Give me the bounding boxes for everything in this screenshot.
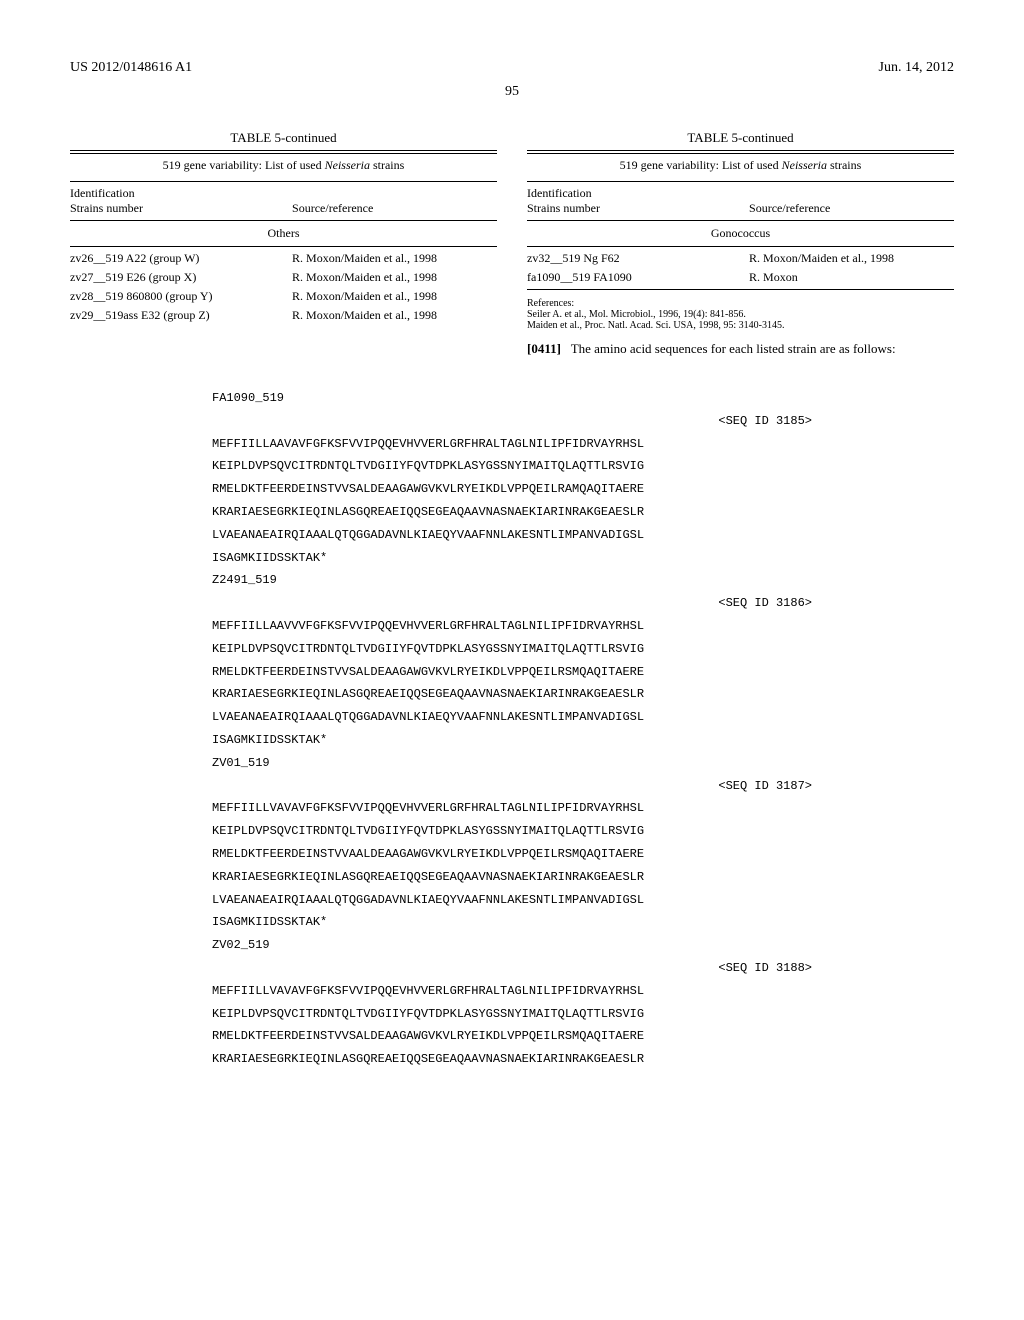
right-column: TABLE 5-continued 519 gene variability: …	[527, 130, 954, 357]
table-row: zv32__519 Ng F62R. Moxon/Maiden et al., …	[527, 249, 954, 268]
sequence-line: KEIPLDVPSQVCITRDNTQLTVDGIIYFQVTDPKLASYGS…	[212, 1003, 812, 1026]
left-section-label: Others	[70, 223, 497, 244]
table-row: fa1090__519 FA1090R. Moxon	[527, 268, 954, 287]
sequence-line: ISAGMKIIDSSKTAK*	[212, 547, 812, 570]
sequence-line: RMELDKTFEERDEINSTVVSALDEAAGAWGVKVLRYEIKD…	[212, 661, 812, 684]
sequence-line: RMELDKTFEERDEINSTVVSALDEAAGAWGVKVLRYEIKD…	[212, 1025, 812, 1048]
sequence-line: RMELDKTFEERDEINSTVVSALDEAAGAWGVKVLRYEIKD…	[212, 478, 812, 501]
sequence-line: ISAGMKIIDSSKTAK*	[212, 911, 812, 934]
right-table-head: Identification Strains number Source/ref…	[527, 184, 954, 218]
page-container: US 2012/0148616 A1 Jun. 14, 2012 95 TABL…	[0, 0, 1024, 1111]
sequence-line: RMELDKTFEERDEINSTVVAALDEAAGAWGVKVLRYEIKD…	[212, 843, 812, 866]
sequence-line: MEFFIILLAAVAVFGFKSFVVIPQQEVHVVERLGRFHRAL…	[212, 433, 812, 456]
sequence-id: <SEQ ID 3188>	[212, 957, 812, 980]
page-header: US 2012/0148616 A1 Jun. 14, 2012	[70, 60, 954, 76]
right-table-subtitle: 519 gene variability: List of used Neiss…	[527, 153, 954, 173]
sequence-line: MEFFIILLVAVAVFGFKSFVVIPQQEVHVVERLGRFHRAL…	[212, 797, 812, 820]
sequence-line: LVAEANAEAIRQIAAALQTQGGADAVNLKIAEQYVAAFNN…	[212, 524, 812, 547]
sequence-name: ZV01_519	[212, 752, 812, 775]
sequence-id: <SEQ ID 3186>	[212, 592, 812, 615]
sequence-line: LVAEANAEAIRQIAAALQTQGGADAVNLKIAEQYVAAFNN…	[212, 706, 812, 729]
sequence-line: KEIPLDVPSQVCITRDNTQLTVDGIIYFQVTDPKLASYGS…	[212, 638, 812, 661]
paragraph-0411: [0411] The amino acid sequences for each…	[527, 341, 954, 357]
doc-number: US 2012/0148616 A1	[70, 60, 192, 76]
table-row: zv27__519 E26 (group X)R. Moxon/Maiden e…	[70, 268, 497, 287]
sequence-line: KRARIAESEGRKIEQINLASGQREAEIQQSEGEAQAAVNA…	[212, 1048, 812, 1071]
sequence-name: Z2491_519	[212, 569, 812, 592]
references-block: References: Seiler A. et al., Mol. Micro…	[527, 298, 954, 331]
right-table-title: TABLE 5-continued	[527, 130, 954, 146]
sequence-line: ISAGMKIIDSSKTAK*	[212, 729, 812, 752]
left-table-title: TABLE 5-continued	[70, 130, 497, 146]
table-row: zv29__519ass E32 (group Z)R. Moxon/Maide…	[70, 306, 497, 325]
sequence-line: KEIPLDVPSQVCITRDNTQLTVDGIIYFQVTDPKLASYGS…	[212, 820, 812, 843]
left-table-head: Identification Strains number Source/ref…	[70, 184, 497, 218]
sequence-line: KEIPLDVPSQVCITRDNTQLTVDGIIYFQVTDPKLASYGS…	[212, 455, 812, 478]
right-section-label: Gonococcus	[527, 223, 954, 244]
doc-date: Jun. 14, 2012	[879, 60, 954, 76]
sequence-listing: FA1090_519<SEQ ID 3185>MEFFIILLAAVAVFGFK…	[212, 387, 812, 1071]
sequence-line: KRARIAESEGRKIEQINLASGQREAEIQQSEGEAQAAVNA…	[212, 866, 812, 889]
table-row: zv28__519 860800 (group Y)R. Moxon/Maide…	[70, 287, 497, 306]
sequence-name: ZV02_519	[212, 934, 812, 957]
sequence-line: KRARIAESEGRKIEQINLASGQREAEIQQSEGEAQAAVNA…	[212, 683, 812, 706]
two-column-region: TABLE 5-continued 519 gene variability: …	[70, 130, 954, 357]
sequence-line: MEFFIILLAAVVVFGFKSFVVIPQQEVHVVERLGRFHRAL…	[212, 615, 812, 638]
sequence-name: FA1090_519	[212, 387, 812, 410]
right-table-body: zv32__519 Ng F62R. Moxon/Maiden et al., …	[527, 249, 954, 287]
sequence-line: KRARIAESEGRKIEQINLASGQREAEIQQSEGEAQAAVNA…	[212, 501, 812, 524]
sequence-line: LVAEANAEAIRQIAAALQTQGGADAVNLKIAEQYVAAFNN…	[212, 889, 812, 912]
left-table-subtitle: 519 gene variability: List of used Neiss…	[70, 153, 497, 173]
left-table-body: zv26__519 A22 (group W)R. Moxon/Maiden e…	[70, 249, 497, 325]
sequence-line: MEFFIILLVAVAVFGFKSFVVIPQQEVHVVERLGRFHRAL…	[212, 980, 812, 1003]
sequence-id: <SEQ ID 3187>	[212, 775, 812, 798]
sequence-id: <SEQ ID 3185>	[212, 410, 812, 433]
page-number: 95	[70, 84, 954, 100]
table-row: zv26__519 A22 (group W)R. Moxon/Maiden e…	[70, 249, 497, 268]
left-column: TABLE 5-continued 519 gene variability: …	[70, 130, 497, 357]
